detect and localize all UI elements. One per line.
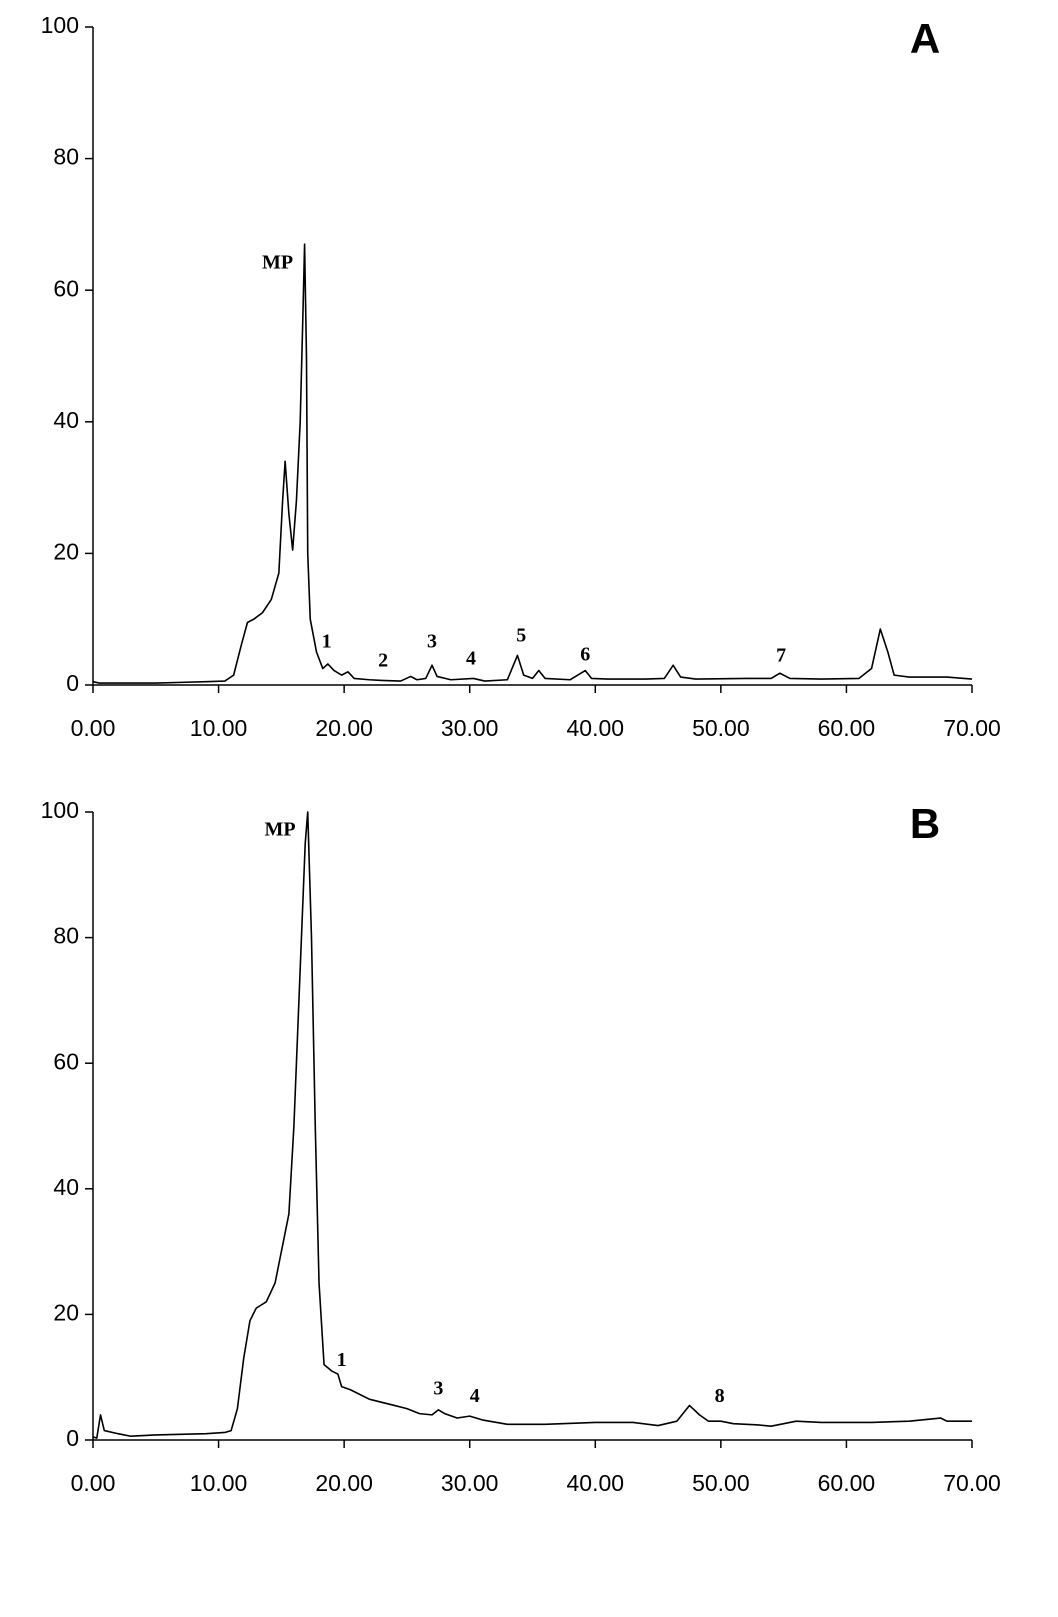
y-tick-label: 80 bbox=[53, 144, 79, 170]
x-tick-label: 40.00 bbox=[567, 715, 625, 741]
x-tick-label: 10.00 bbox=[190, 715, 248, 741]
y-tick-label: 0 bbox=[66, 1425, 79, 1451]
chromatogram-line bbox=[92, 243, 973, 684]
x-tick-label: 30.00 bbox=[441, 715, 499, 741]
y-tick-label: 60 bbox=[53, 275, 79, 301]
x-tick-label: 60.00 bbox=[818, 1470, 876, 1496]
x-tick-label: 50.00 bbox=[692, 1470, 750, 1496]
x-tick-label: 60.00 bbox=[818, 715, 876, 741]
x-tick-label: 20.00 bbox=[315, 715, 373, 741]
x-tick-label: 10.00 bbox=[190, 1470, 248, 1496]
y-tick-label: 20 bbox=[53, 1299, 79, 1325]
x-tick-label: 0.00 bbox=[71, 1470, 116, 1496]
y-tick-label: 0 bbox=[66, 670, 79, 696]
panel-label: B bbox=[910, 800, 940, 847]
peak-label: 6 bbox=[580, 644, 590, 666]
x-tick-label: 70.00 bbox=[943, 1470, 1001, 1496]
y-tick-label: 40 bbox=[53, 407, 79, 433]
peak-label: 4 bbox=[466, 648, 476, 670]
peak-label: 3 bbox=[433, 1377, 443, 1399]
y-tick-label: 100 bbox=[41, 12, 79, 38]
x-tick-label: 0.00 bbox=[71, 715, 116, 741]
peak-label: 5 bbox=[516, 625, 526, 647]
x-tick-label: 20.00 bbox=[315, 1470, 373, 1496]
panel-label: A bbox=[910, 15, 940, 62]
y-tick-label: 80 bbox=[53, 923, 79, 949]
peak-label: 4 bbox=[470, 1385, 480, 1407]
peak-label: 3 bbox=[427, 630, 437, 652]
peak-label: 7 bbox=[776, 644, 786, 666]
y-tick-label: 100 bbox=[41, 797, 79, 823]
x-tick-label: 30.00 bbox=[441, 1470, 499, 1496]
peak-label: 1 bbox=[337, 1349, 347, 1371]
y-tick-label: 60 bbox=[53, 1048, 79, 1074]
peak-label: MP bbox=[262, 251, 293, 273]
peak-label: 8 bbox=[715, 1385, 725, 1407]
y-tick-label: 20 bbox=[53, 538, 79, 564]
y-tick-label: 40 bbox=[53, 1174, 79, 1200]
chromatogram-line bbox=[92, 811, 972, 1439]
x-tick-label: 70.00 bbox=[943, 715, 1001, 741]
peak-label: 2 bbox=[378, 650, 388, 672]
x-tick-label: 50.00 bbox=[692, 715, 750, 741]
x-tick-label: 40.00 bbox=[567, 1470, 625, 1496]
peak-label: 1 bbox=[322, 630, 332, 652]
peak-label: MP bbox=[265, 818, 296, 840]
